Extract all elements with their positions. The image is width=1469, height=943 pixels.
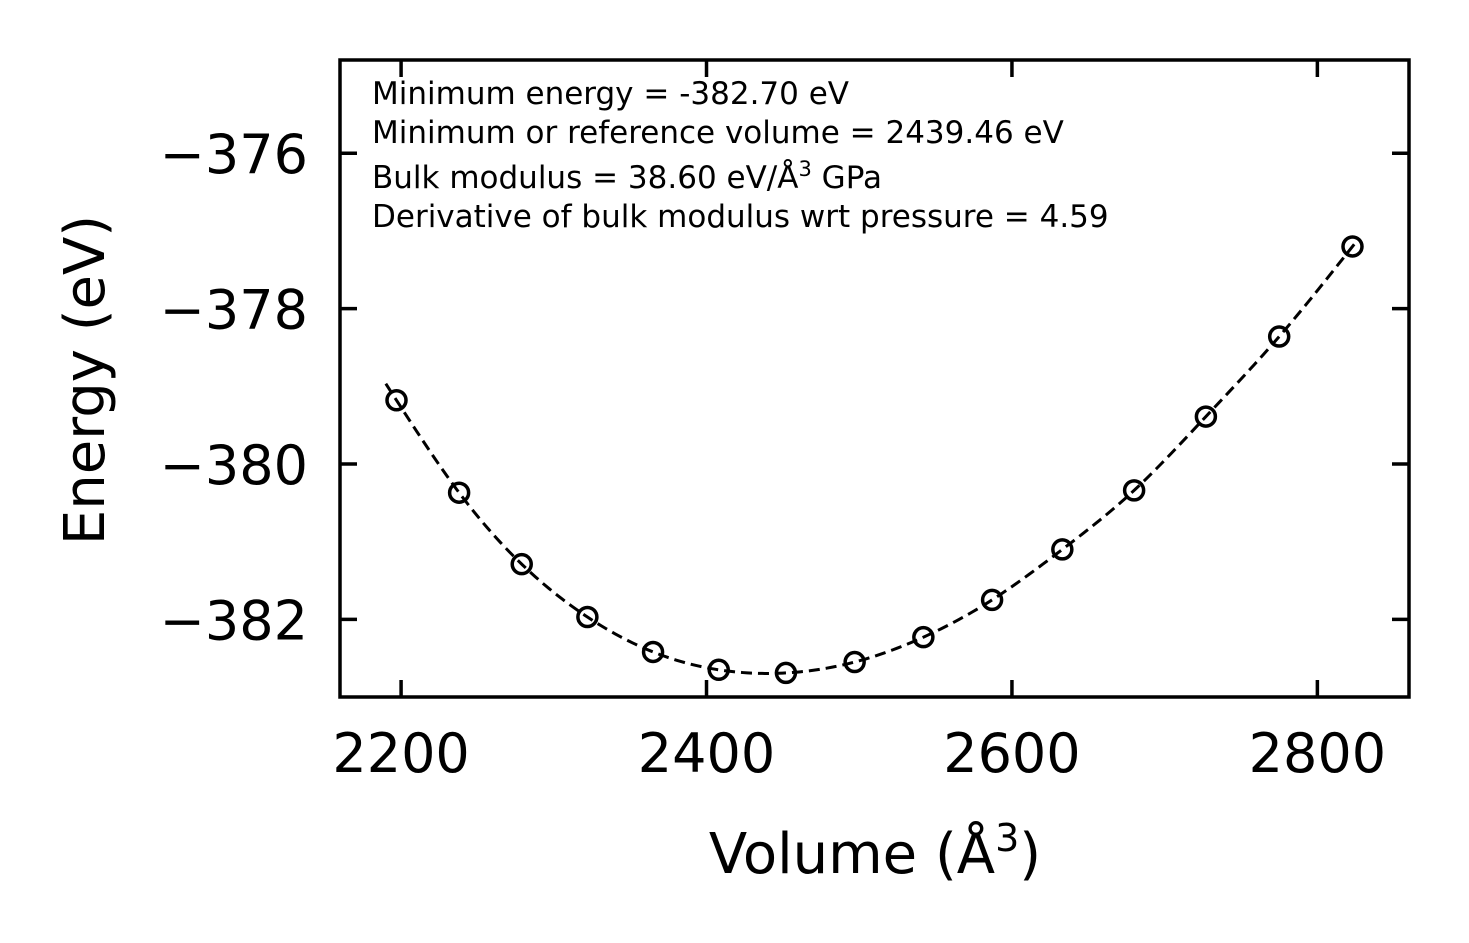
y-tick-label-3: −382: [160, 589, 308, 652]
data-point-9: [980, 588, 1004, 612]
data-point-11: [1122, 479, 1146, 502]
x-tick-label-2200: 2200: [332, 722, 469, 785]
annotation-bulk-modulus-sup: 3: [798, 157, 811, 181]
data-point-4: [641, 640, 665, 664]
data-point-1: [447, 481, 471, 504]
data-point-12: [1194, 405, 1218, 428]
y-tick-label-2: −380: [160, 434, 308, 497]
data-point-7: [843, 650, 866, 674]
annotation-bulk-modulus-text: Bulk modulus = 38.60 eV/Å: [372, 160, 798, 196]
data-point-0: [385, 389, 408, 412]
x-tick-label-2800: 2800: [1249, 722, 1386, 785]
y-tick-label-1: −378: [160, 279, 308, 342]
x-axis-label-sup: 3: [995, 816, 1019, 860]
points-group: [385, 235, 1364, 685]
data-point-13: [1267, 325, 1291, 348]
data-point-6: [774, 661, 798, 685]
plot-frame: [338, 58, 1411, 699]
y-axis-label: Energy (eV): [53, 215, 118, 545]
annotation-bulk-modulus: Bulk modulus = 38.60 eV/Å3 GPa: [372, 157, 882, 196]
data-point-8: [912, 625, 935, 649]
x-tick-label-2600: 2600: [943, 722, 1080, 785]
y-tick-label-0: −376: [160, 123, 308, 186]
x-tick-label-2400: 2400: [638, 722, 775, 785]
fit-group: [384, 241, 1357, 675]
annotation-min-energy: Minimum energy = -382.70 eV: [372, 76, 849, 112]
data-point-2: [510, 552, 533, 576]
fit-curve: [384, 241, 1357, 675]
annotation-bulk-derivative: Derivative of bulk modulus wrt pressure …: [372, 199, 1109, 235]
data-point-3: [576, 605, 599, 629]
x-axis-label: Volume (Å3): [709, 816, 1041, 887]
annotation-bulk-modulus-unit: GPa: [812, 160, 882, 196]
data-point-10: [1051, 538, 1074, 561]
y-tick-labels: −376 −378 −380 −382: [160, 123, 308, 652]
data-point-14: [1341, 235, 1364, 258]
x-axis-label-end: ): [1019, 822, 1041, 887]
ticks-group: [340, 60, 1409, 697]
annotation-ref-volume: Minimum or reference volume = 2439.46 eV: [372, 115, 1064, 151]
data-point-5: [707, 658, 730, 682]
x-axis-label-text: Volume (Å: [709, 821, 995, 887]
x-tick-labels: 2200 2400 2600 2800: [332, 722, 1386, 785]
